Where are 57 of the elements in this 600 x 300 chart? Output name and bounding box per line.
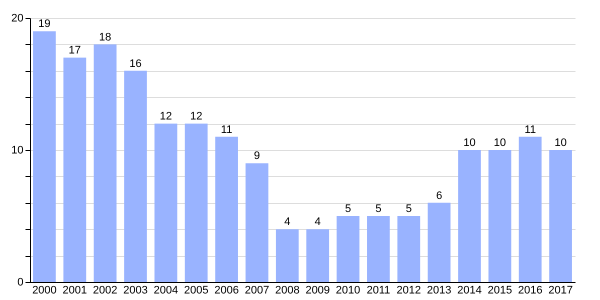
bar xyxy=(488,150,512,282)
data-label: 4 xyxy=(284,216,290,228)
x-tick-label: 2015 xyxy=(488,284,512,296)
y-tick-label: 0 xyxy=(17,276,24,288)
data-label: 5 xyxy=(375,203,382,215)
y-tick-label: 20 xyxy=(11,12,24,24)
bar xyxy=(397,216,420,282)
x-tick-label: 2009 xyxy=(305,284,330,296)
bar xyxy=(549,150,572,282)
data-label: 6 xyxy=(436,190,442,202)
data-label: 5 xyxy=(344,203,352,215)
data-label: 19 xyxy=(38,18,51,30)
bar xyxy=(336,216,360,282)
data-label: 10 xyxy=(554,137,567,149)
bar xyxy=(276,229,299,282)
x-tick-label: 2000 xyxy=(32,284,57,296)
x-tick-label: 2008 xyxy=(275,284,300,296)
data-label: 16 xyxy=(129,58,142,70)
y-tick-label: 10 xyxy=(11,144,24,156)
x-tick-label: 2001 xyxy=(62,284,88,296)
bar xyxy=(184,124,208,282)
x-tick-label: 2014 xyxy=(457,284,482,296)
data-label: 9 xyxy=(254,150,260,162)
bar xyxy=(458,150,481,282)
data-label: 5 xyxy=(406,203,412,215)
bar xyxy=(306,229,330,282)
bar xyxy=(63,58,86,282)
data-label: 10 xyxy=(494,137,506,149)
bar xyxy=(154,124,178,282)
data-label: 18 xyxy=(99,31,112,44)
x-tick-label: 2016 xyxy=(518,284,542,296)
bar xyxy=(124,70,147,282)
x-tick-label: 2007 xyxy=(244,284,270,296)
bar xyxy=(428,202,451,282)
data-label: 11 xyxy=(524,124,536,136)
data-label: 4 xyxy=(314,216,321,228)
x-tick-label: 2006 xyxy=(214,284,239,296)
data-label: 12 xyxy=(190,110,202,123)
bar xyxy=(367,216,390,282)
x-tick-label: 2004 xyxy=(154,284,178,296)
data-label: 11 xyxy=(220,124,232,136)
x-tick-label: 2013 xyxy=(426,284,452,296)
x-tick-label: 2010 xyxy=(336,284,360,296)
data-label: 10 xyxy=(463,137,476,149)
data-label: 12 xyxy=(160,110,172,123)
x-tick-label: 2017 xyxy=(548,284,573,296)
x-tick-label: 2011 xyxy=(366,284,390,296)
bar xyxy=(94,44,117,282)
x-tick-label: 2012 xyxy=(396,284,422,296)
bar xyxy=(215,136,238,282)
x-tick-label: 2005 xyxy=(184,284,208,296)
x-tick-label: 2002 xyxy=(92,284,118,296)
bar xyxy=(518,136,542,282)
bar xyxy=(33,31,56,282)
data-label: 17 xyxy=(68,44,81,57)
bar xyxy=(246,163,268,282)
x-tick-label: 2003 xyxy=(123,284,148,296)
